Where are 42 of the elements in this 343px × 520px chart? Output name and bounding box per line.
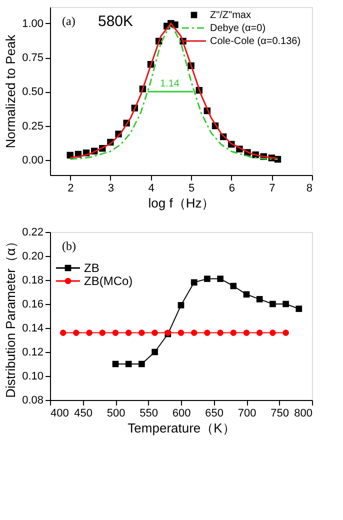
annotation: 580K <box>98 13 134 30</box>
y-tick-label: 0.08 <box>22 394 44 406</box>
y-tick-label: 0.16 <box>22 298 44 310</box>
legend-label: Debye (α=0) <box>210 23 266 34</box>
y-tick-label: 0.10 <box>22 370 44 382</box>
y-tick-label: 0.75 <box>22 52 44 64</box>
y-tick-label: 0.14 <box>22 322 44 334</box>
y-tick-label: 0.50 <box>22 86 44 98</box>
legend-label: Z"/Z"max <box>210 10 251 21</box>
y-tick-label: 0.25 <box>22 120 44 132</box>
x-tick-label: 4 <box>148 182 154 194</box>
annotation: (b) <box>62 239 76 253</box>
x-axis-title: log f（Hz） <box>148 196 215 210</box>
legend-label: ZB(MCo) <box>84 274 133 288</box>
y-tick-label: 0.00 <box>22 154 44 166</box>
y-axis-title: Normalized to Peak <box>3 34 18 148</box>
y-tick-label: 0.12 <box>22 346 44 358</box>
x-tick-label: 8 <box>306 182 312 194</box>
y-tick-label: 0.20 <box>22 250 44 262</box>
x-tick-label: 650 <box>205 408 224 420</box>
x-tick-label: 400 <box>50 408 69 420</box>
annotation: 1.14 <box>160 78 180 90</box>
x-tick-label: 500 <box>106 408 126 420</box>
y-tick-label: 0.22 <box>22 226 44 238</box>
x-tick-label: 750 <box>270 408 289 420</box>
x-tick-label: 800 <box>294 408 312 420</box>
y-axis-title: Distribution Parameter（α） <box>3 235 18 398</box>
x-tick-label: 7 <box>269 182 276 194</box>
legend-label: Cole-Cole (α=0.136) <box>210 36 301 47</box>
x-tick-label: 450 <box>74 408 92 420</box>
x-tick-label: 3 <box>108 182 114 194</box>
x-tick-label: 600 <box>172 408 191 420</box>
annotation: (a) <box>62 14 76 28</box>
legend-label: ZB <box>84 261 100 275</box>
x-tick-label: 2 <box>68 182 74 194</box>
x-tick-label: 6 <box>228 182 235 194</box>
y-tick-label: 0.18 <box>22 274 44 286</box>
x-tick-label: 5 <box>188 182 195 194</box>
x-tick-label: 700 <box>238 408 256 420</box>
x-axis-title: Temperature（K） <box>128 420 236 436</box>
y-tick-label: 1.00 <box>22 18 44 30</box>
x-tick-label: 550 <box>140 408 158 420</box>
